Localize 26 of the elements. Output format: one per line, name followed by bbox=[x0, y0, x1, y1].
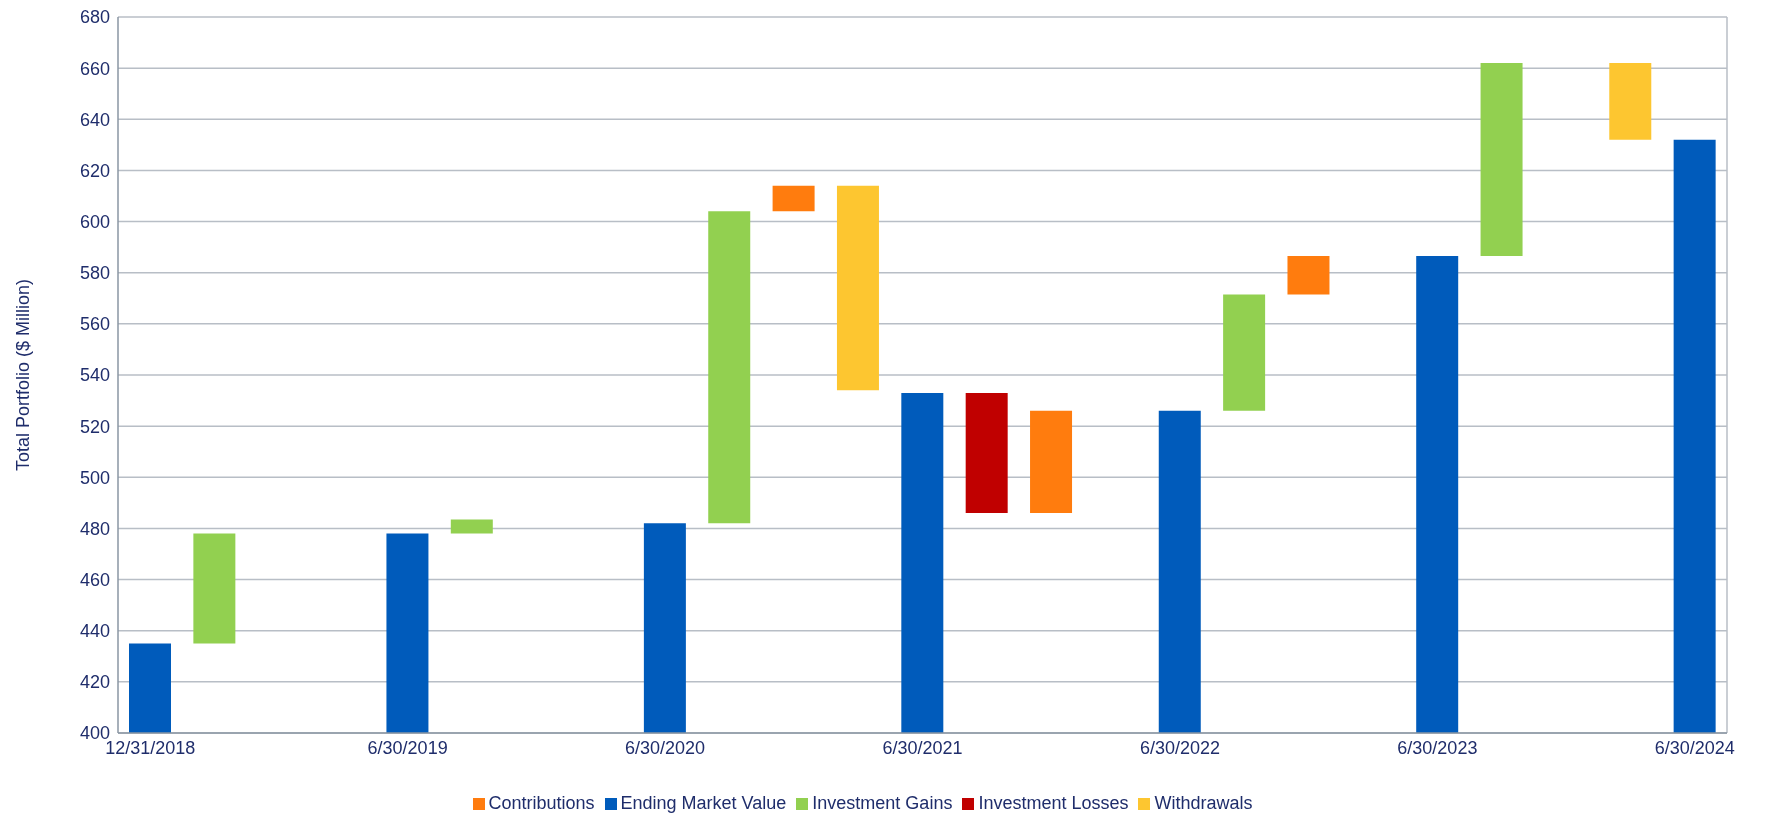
y-tick-label: 580 bbox=[79, 263, 110, 284]
y-tick-label: 520 bbox=[79, 416, 110, 437]
legend-label: Investment Losses bbox=[978, 793, 1129, 813]
y-tick-label: 680 bbox=[79, 7, 110, 28]
y-tick-label: 540 bbox=[79, 365, 110, 386]
legend-label: Investment Gains bbox=[812, 793, 953, 813]
y-tick-label: 420 bbox=[79, 672, 110, 693]
y-tick-label: 500 bbox=[79, 467, 110, 488]
x-tick-label: 6/30/2019 bbox=[367, 737, 448, 758]
y-tick-label: 480 bbox=[79, 518, 110, 539]
x-tick-label: 6/30/2024 bbox=[1654, 737, 1735, 758]
y-tick-label: 660 bbox=[79, 58, 110, 79]
y-tick-label: 640 bbox=[79, 109, 110, 130]
legend-label: Contributions bbox=[488, 793, 595, 813]
y-tick-label: 440 bbox=[79, 621, 110, 642]
y-tick-label: 560 bbox=[79, 314, 110, 335]
legend-label: Ending Market Value bbox=[620, 793, 787, 813]
y-tick-label: 460 bbox=[79, 569, 110, 590]
x-tick-label: 6/30/2020 bbox=[625, 737, 706, 758]
y-axis-title: Total Portfolio ($ Million) bbox=[13, 278, 34, 472]
y-tick-label: 620 bbox=[79, 160, 110, 181]
x-tick-label: 6/30/2022 bbox=[1139, 737, 1220, 758]
x-tick-label: 6/30/2021 bbox=[882, 737, 963, 758]
y-tick-label: 600 bbox=[79, 211, 110, 232]
legend-label: Withdrawals bbox=[1154, 793, 1253, 813]
x-tick-label: 6/30/2023 bbox=[1397, 737, 1478, 758]
